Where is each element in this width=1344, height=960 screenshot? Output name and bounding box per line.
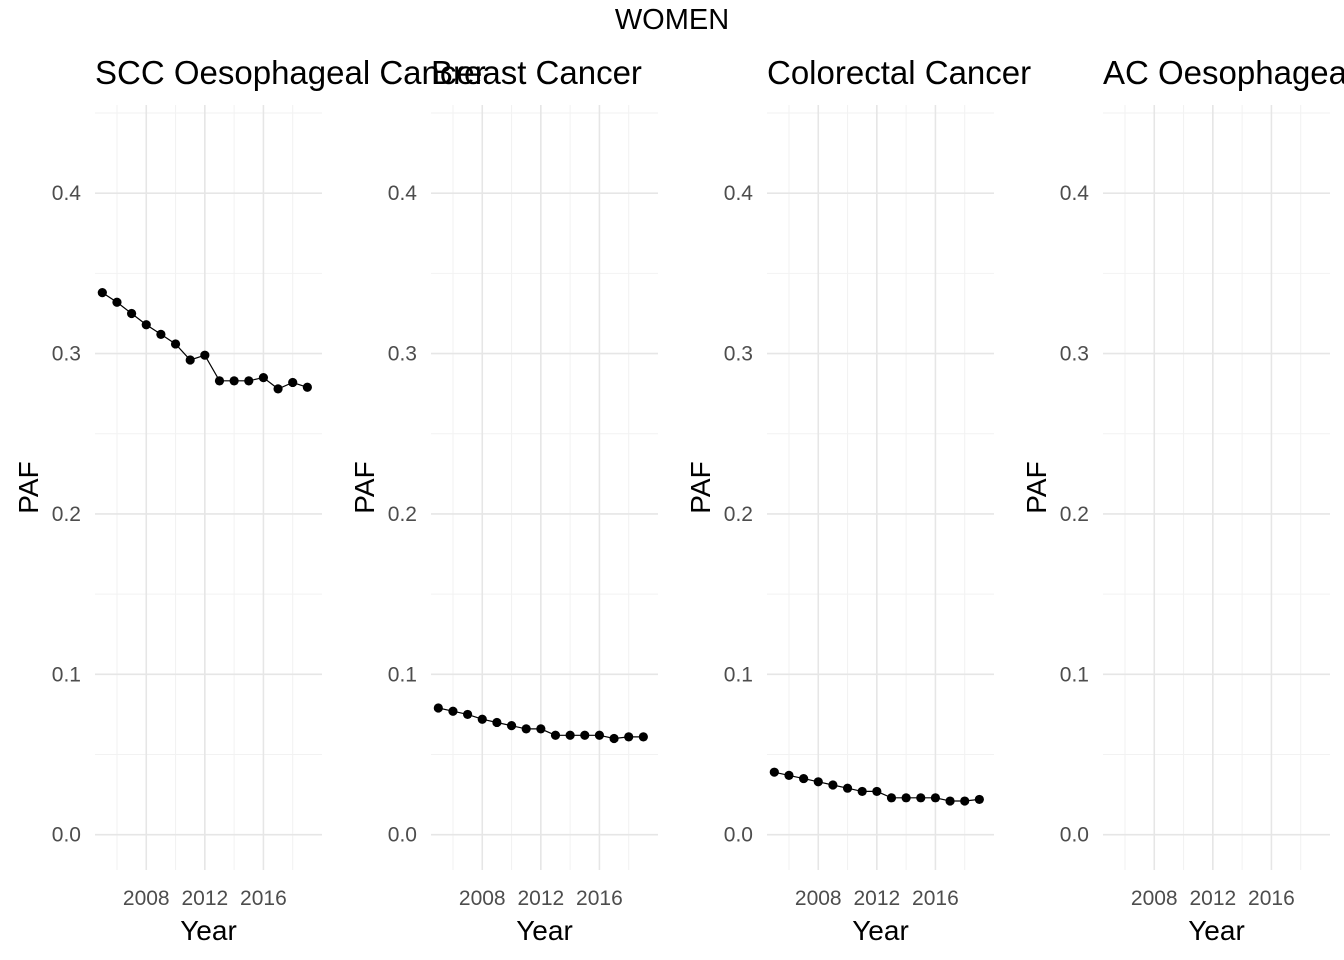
x-tick-label: 2016 (1248, 887, 1295, 910)
y-tick-label: 0.0 (388, 824, 417, 847)
data-point (229, 376, 239, 386)
figure-title: WOMEN (614, 4, 730, 36)
data-point (521, 724, 531, 734)
y-axis-label: PAF (1021, 461, 1052, 513)
x-tick-label: 2016 (240, 887, 287, 910)
data-point (550, 730, 561, 740)
data-point (930, 793, 941, 803)
y-tick-label: 0.2 (52, 503, 81, 526)
data-point (492, 717, 502, 728)
data-point (463, 709, 473, 720)
y-tick-label: 0.0 (724, 824, 753, 847)
data-point (565, 730, 575, 740)
panel-title: SCC Oesophageal Cancer (95, 54, 486, 91)
y-tick-label: 0.1 (724, 663, 753, 686)
x-tick-label: 2012 (1189, 887, 1236, 910)
data-point (258, 373, 269, 383)
data-point (185, 355, 195, 365)
data-point (433, 703, 443, 713)
y-tick-label: 0.3 (388, 343, 417, 366)
y-tick-label: 0.0 (1060, 824, 1089, 847)
data-point (97, 288, 107, 298)
data-point (156, 329, 166, 339)
data-point (506, 721, 517, 731)
y-tick-label: 0.4 (1060, 182, 1090, 205)
x-tick-label: 2016 (912, 887, 959, 910)
data-point (813, 777, 823, 787)
y-tick-label: 0.3 (52, 343, 81, 366)
x-axis-label: Year (516, 915, 573, 946)
x-axis-label: Year (852, 915, 909, 946)
data-point (141, 320, 151, 330)
data-point (244, 376, 254, 386)
panel-title: Colorectal Cancer (767, 54, 1031, 91)
data-point (857, 786, 867, 797)
y-tick-label: 0.1 (1060, 663, 1089, 686)
data-point (842, 783, 853, 793)
x-tick-label: 2008 (459, 887, 506, 910)
data-point (974, 794, 984, 805)
x-tick-label: 2016 (576, 887, 623, 910)
x-tick-label: 2012 (853, 887, 900, 910)
x-tick-label: 2012 (181, 887, 228, 910)
y-tick-label: 0.2 (388, 503, 417, 526)
data-point (594, 730, 605, 740)
data-point (170, 339, 181, 349)
data-point (886, 793, 897, 803)
data-point (302, 382, 312, 392)
data-point (448, 706, 458, 716)
panel-title: AC Oesophageal Cancer (1103, 54, 1344, 91)
y-tick-label: 0.4 (388, 182, 418, 205)
panel-title: Breast Cancer (431, 54, 642, 91)
data-point (828, 780, 838, 790)
y-tick-label: 0.3 (1060, 343, 1089, 366)
y-axis-label: PAF (13, 461, 44, 513)
data-point (799, 773, 809, 784)
data-point (536, 724, 546, 734)
y-axis-label: PAF (349, 461, 380, 513)
data-point (916, 793, 926, 803)
data-point (214, 376, 225, 386)
x-axis-label: Year (180, 915, 237, 946)
y-tick-label: 0.3 (724, 343, 753, 366)
data-point (638, 732, 648, 742)
data-point (872, 786, 882, 797)
y-tick-label: 0.1 (388, 663, 417, 686)
y-axis-label: PAF (685, 461, 716, 513)
data-point (769, 767, 779, 777)
data-point (127, 308, 137, 319)
data-point (580, 730, 590, 740)
y-tick-label: 0.4 (724, 182, 754, 205)
x-tick-label: 2008 (123, 887, 170, 910)
data-point (288, 377, 298, 388)
data-point (477, 714, 487, 724)
data-point (784, 770, 794, 780)
data-point (609, 733, 619, 744)
y-tick-label: 0.4 (52, 182, 82, 205)
x-tick-label: 2012 (517, 887, 564, 910)
data-point (273, 384, 283, 394)
x-axis-label: Year (1188, 915, 1245, 946)
x-tick-label: 2008 (1131, 887, 1178, 910)
data-point (112, 297, 122, 307)
y-tick-label: 0.1 (52, 663, 81, 686)
x-tick-label: 2008 (795, 887, 842, 910)
y-tick-label: 0.2 (724, 503, 753, 526)
data-point (960, 796, 970, 806)
y-tick-label: 0.0 (52, 824, 81, 847)
y-tick-label: 0.2 (1060, 503, 1089, 526)
data-point (901, 793, 911, 803)
data-point (945, 796, 955, 806)
data-point (200, 350, 210, 360)
data-point (624, 732, 634, 742)
